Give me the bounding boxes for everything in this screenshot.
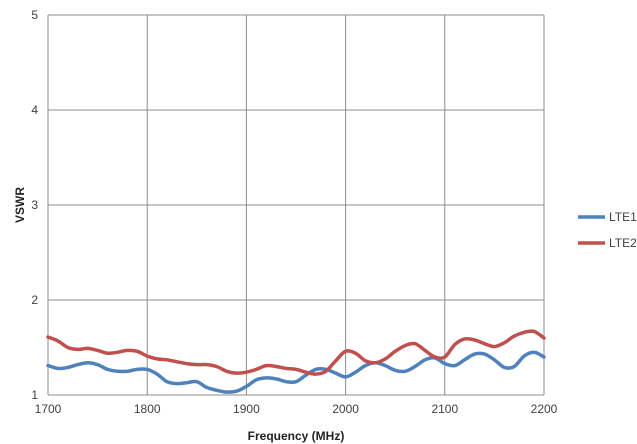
y-axis-ticks: 1 2 3 4 5 — [31, 8, 38, 402]
x-tick-label: 2000 — [332, 402, 359, 416]
y-tick-label: 4 — [31, 103, 38, 117]
series-line-lte2 — [46, 329, 546, 376]
x-tick-label: 2100 — [431, 402, 458, 416]
gridlines — [47, 14, 545, 396]
y-tick-label: 2 — [31, 293, 38, 307]
y-tick-label: 3 — [31, 198, 38, 212]
y-tick-label: 1 — [31, 388, 38, 402]
y-tick-label: 5 — [31, 8, 38, 22]
x-axis-title: Frequency (MHz) — [248, 429, 345, 443]
legend-label-lte1: LTE1 — [609, 210, 637, 224]
y-axis-title: VSWR — [13, 187, 27, 223]
x-tick-label: 2200 — [531, 402, 558, 416]
x-tick-label: 1800 — [134, 402, 161, 416]
x-tick-label: 1700 — [35, 402, 62, 416]
legend: LTE1 LTE2 — [578, 210, 637, 250]
legend-label-lte2: LTE2 — [609, 236, 637, 250]
series-lines — [46, 329, 546, 394]
x-axis-ticks: 1700 1800 1900 2000 2100 2200 — [35, 402, 558, 416]
x-tick-label: 1900 — [233, 402, 260, 416]
series-line-lte1 — [46, 350, 546, 394]
